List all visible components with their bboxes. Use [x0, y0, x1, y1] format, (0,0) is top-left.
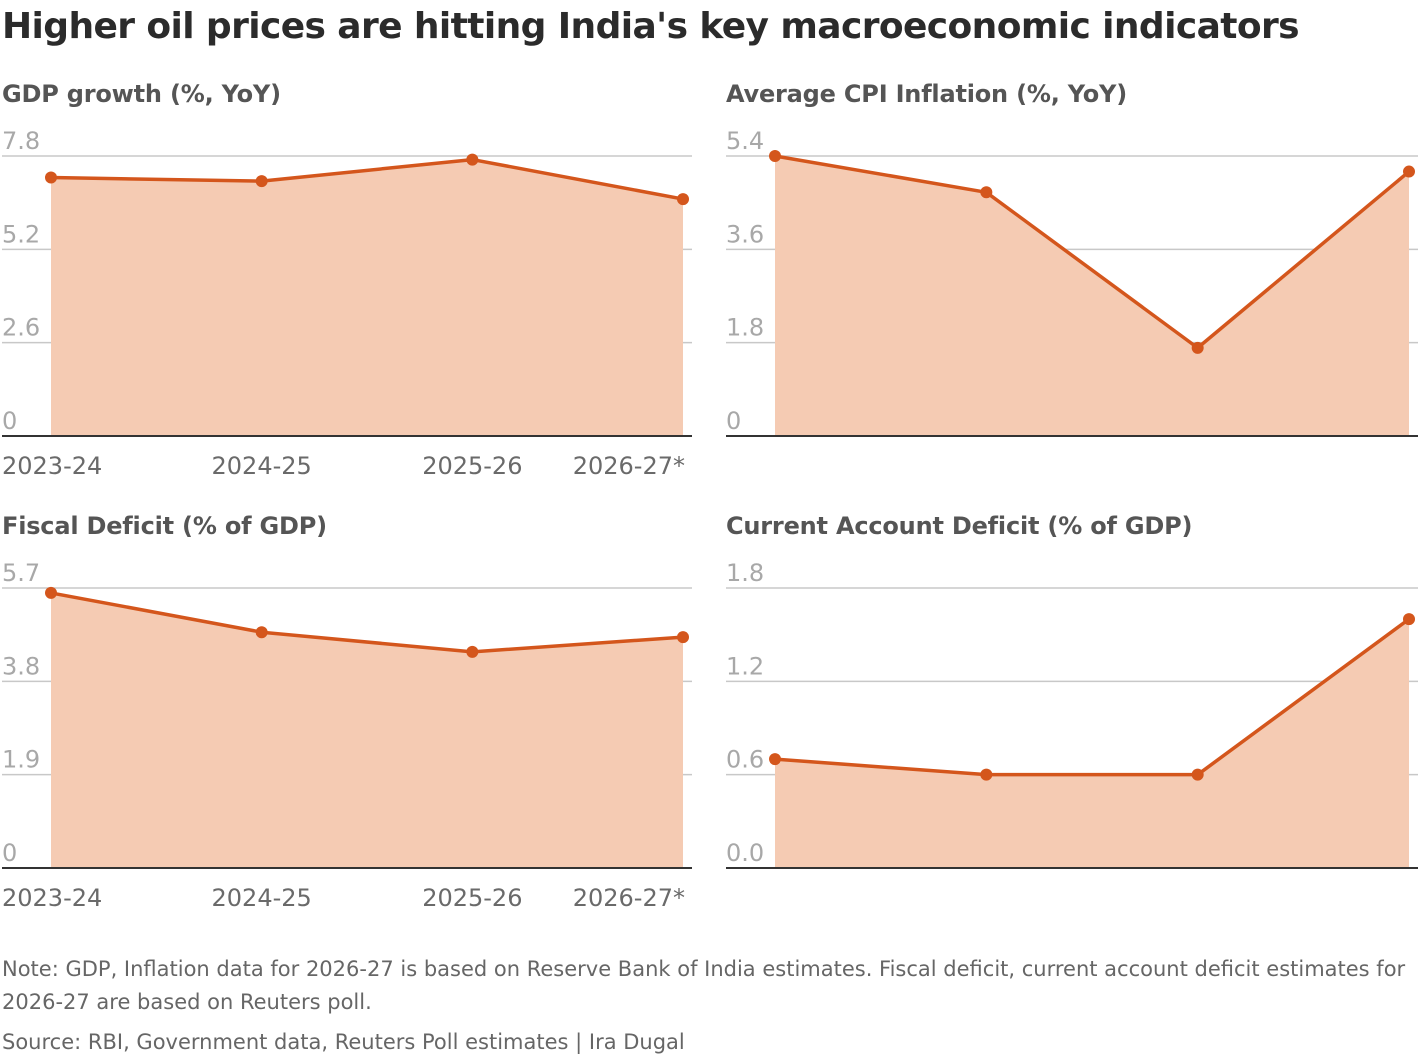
y-tick-label: 7.8	[2, 127, 40, 155]
y-tick-label: 2.6	[2, 314, 40, 342]
y-tick-label: 5.2	[2, 220, 40, 248]
cpi-inflation-chart: 0 1.8 3.6 5.4	[726, 127, 1418, 437]
data-point	[980, 768, 993, 781]
area-fill	[51, 592, 683, 868]
data-point	[255, 626, 268, 639]
data-point	[1403, 165, 1415, 178]
y-tick-label: 1.9	[2, 746, 40, 774]
data-point	[466, 153, 479, 166]
y-tick-label: 0	[2, 839, 17, 867]
series-line	[774, 154, 1411, 350]
data-point	[769, 150, 781, 162]
data-point	[255, 175, 268, 188]
x-tick-label: 2023-24	[2, 884, 102, 912]
x-tick-label: 2025-26	[422, 884, 522, 912]
cpi-panel-title: Average CPI Inflation (%, YoY)	[726, 80, 1127, 108]
y-tick-label: 1.8	[726, 559, 764, 587]
chart-note: Note: GDP, Inflation data for 2026-27 is…	[2, 957, 1406, 1014]
x-tick-label: 2024-25	[212, 884, 312, 912]
y-tick-label: 0	[726, 407, 741, 435]
data-point	[677, 631, 689, 644]
data-point	[45, 586, 57, 599]
area-fill	[51, 159, 683, 436]
y-tick-label: 5.4	[726, 127, 764, 155]
y-tick-label: 1.2	[726, 652, 764, 680]
data-point	[466, 645, 479, 658]
y-tick-label: 5.7	[2, 559, 40, 587]
page-title: Higher oil prices are hitting India's ke…	[2, 6, 1300, 47]
current-account-deficit-chart: 0.0 0.6 1.2 1.8	[726, 559, 1418, 869]
chart-source: Source: RBI, Government data, Reuters Po…	[2, 1030, 685, 1054]
gdp-growth-chart: 0 2.6 5.2 7.8 2023-24 2024-25 2025-26 2026-27*	[2, 127, 692, 480]
data-point	[769, 753, 781, 766]
y-tick-label: 3.6	[726, 220, 764, 248]
area-fill	[775, 619, 1409, 868]
fiscal-panel-title: Fiscal Deficit (% of GDP)	[2, 512, 327, 540]
y-tick-label: 0	[2, 407, 17, 435]
data-point	[45, 171, 57, 184]
series-line	[50, 157, 684, 201]
cad-panel-title: Current Account Deficit (% of GDP)	[726, 512, 1193, 540]
area-fill	[775, 156, 1409, 436]
data-point	[1403, 613, 1415, 626]
x-tick-label: 2026-27*	[573, 452, 685, 480]
data-point	[677, 193, 689, 206]
x-tick-label: 2025-26	[422, 452, 522, 480]
series-line	[774, 617, 1411, 777]
y-tick-label: 0.0	[726, 839, 764, 867]
x-tick-label: 2024-25	[212, 452, 312, 480]
data-point	[1191, 341, 1204, 354]
series-line	[50, 591, 684, 654]
data-point	[980, 186, 993, 199]
y-tick-label: 0.6	[726, 746, 764, 774]
y-tick-label: 1.8	[726, 314, 764, 342]
x-tick-label: 2026-27*	[573, 884, 685, 912]
gdp-panel-title: GDP growth (%, YoY)	[2, 80, 281, 108]
fiscal-deficit-chart: 0 1.9 3.8 5.7 2023-24 2024-25 2025-26 2026-27*	[2, 559, 692, 912]
x-tick-label: 2023-24	[2, 452, 102, 480]
data-point	[1191, 768, 1204, 781]
y-tick-label: 3.8	[2, 652, 40, 680]
